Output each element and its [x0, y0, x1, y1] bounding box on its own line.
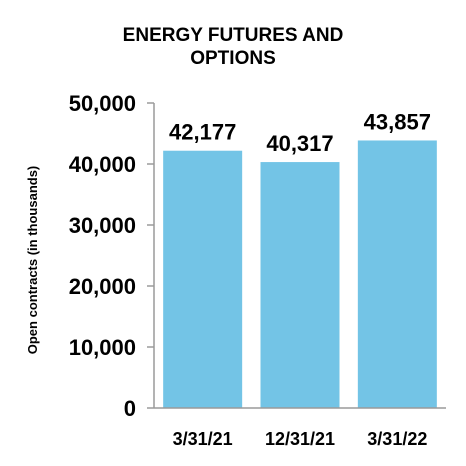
x-tick-label-1: 3/31/21: [173, 429, 233, 449]
bar-3: [357, 140, 437, 409]
data-label-1: 42,177: [169, 120, 236, 145]
x-axis-ticks: 3/31/21 12/31/21 3/31/22: [173, 429, 428, 449]
y-axis-ticks: 0 10,000 20,000 30,000 40,000 50,000: [69, 91, 154, 421]
x-tick-label-3: 3/31/22: [367, 429, 427, 449]
bar-2: [260, 162, 340, 408]
chart-title-line-2: OPTIONS: [190, 48, 276, 69]
data-labels: 42,177 40,317 43,857: [169, 109, 431, 156]
bar-1: [163, 150, 243, 408]
y-tick-label: 40,000: [69, 152, 136, 177]
y-tick-label: 50,000: [69, 91, 136, 116]
x-tick-label-2: 12/31/21: [265, 429, 335, 449]
y-tick-label: 30,000: [69, 213, 136, 238]
data-label-2: 40,317: [266, 131, 333, 156]
y-tick-label: 0: [124, 396, 136, 421]
chart-title-line-1: ENERGY FUTURES AND: [123, 25, 344, 46]
data-label-3: 43,857: [364, 109, 431, 134]
y-axis-label: Open contracts (in thousands): [25, 166, 40, 355]
bars: [163, 140, 437, 409]
y-tick-label: 20,000: [69, 274, 136, 299]
y-tick-label: 10,000: [69, 335, 136, 360]
